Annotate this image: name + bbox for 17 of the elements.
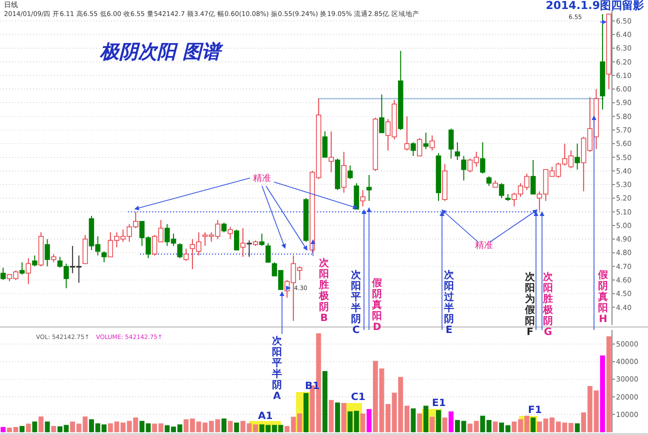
annotation: 2014.1.9图四留影 bbox=[546, 0, 644, 12]
annotation: 精准 bbox=[475, 240, 493, 251]
annotation: 次阳为假阳F bbox=[524, 271, 536, 338]
annotation: 次阳胜极阴B bbox=[318, 257, 330, 324]
annotation: 次阳平半阴A bbox=[271, 335, 283, 402]
annotation: 假阴真阳H bbox=[597, 269, 609, 325]
annotation: 次阳胜极阴G bbox=[542, 271, 554, 338]
annotation: 次阳过半阴E bbox=[443, 269, 455, 336]
annotation: E1 bbox=[432, 398, 446, 409]
annotation: 假阴真阳D bbox=[371, 277, 383, 333]
annotation: F1 bbox=[528, 405, 542, 416]
annotation: 次阳平半阴C bbox=[350, 269, 362, 336]
annotation: 精准 bbox=[253, 173, 271, 184]
annotation: A1 bbox=[258, 411, 273, 422]
text: 极阴次阳 图谱 bbox=[99, 41, 224, 63]
annotation: C1 bbox=[351, 392, 366, 403]
annotation: B1 bbox=[305, 381, 320, 392]
